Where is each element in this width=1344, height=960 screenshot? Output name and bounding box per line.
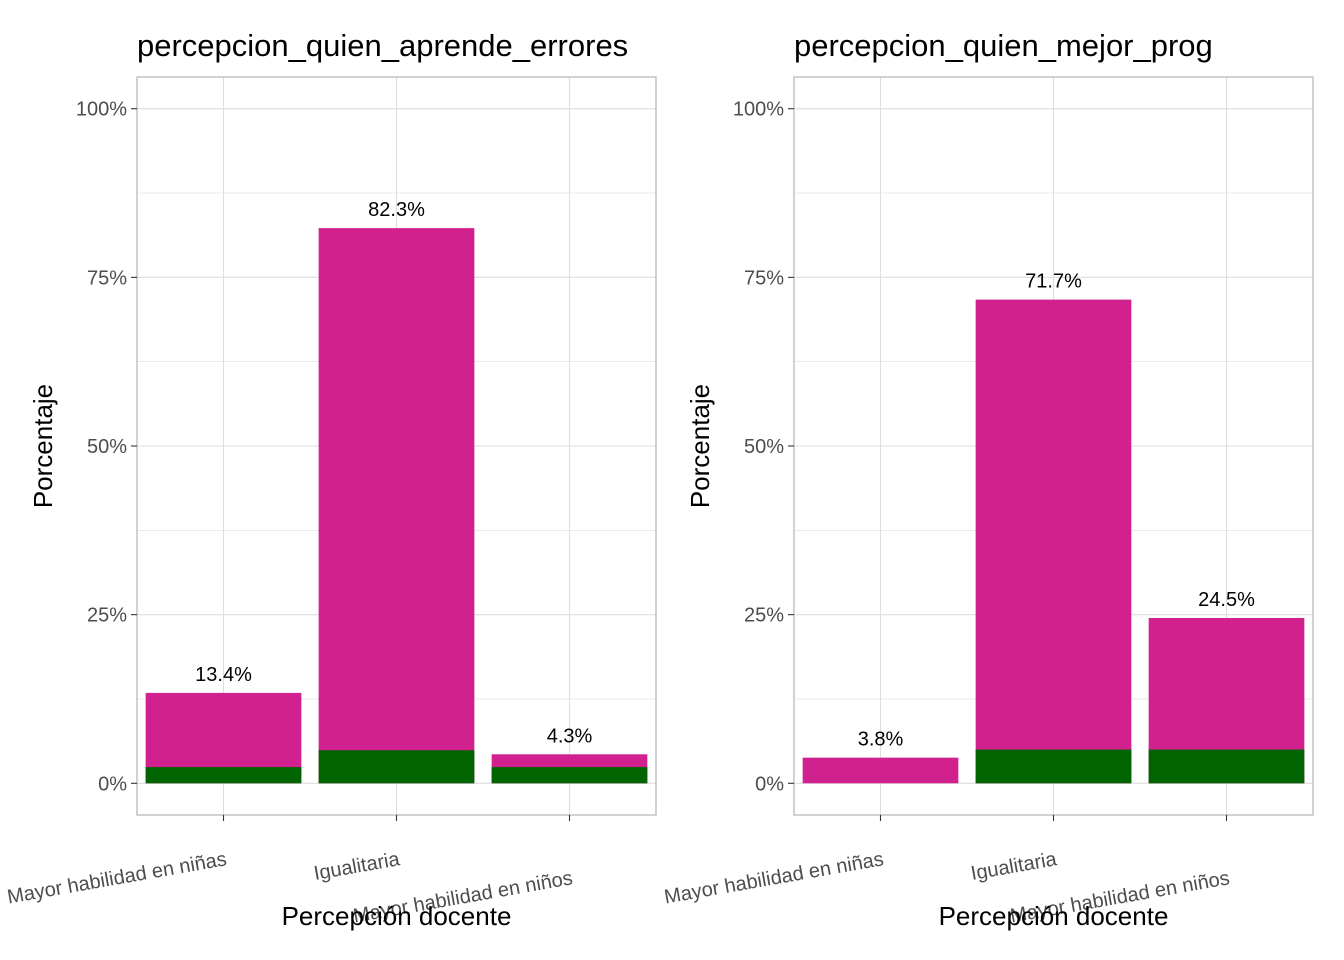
x-tick-label: Igualitaria <box>969 848 1059 885</box>
x-tick-label: Mayor habilidad en niñas <box>6 848 229 908</box>
y-tick-label: 50% <box>744 436 784 458</box>
chart-panel-2: 3.8% 71.7% 24.5% 0% 25% 50% 75% 100% Mayor habil… <box>663 28 1314 931</box>
y-tick-label: 25% <box>87 605 127 627</box>
data-label-2: 82.3% <box>368 199 425 221</box>
data-label-2: 71.7% <box>1025 271 1082 293</box>
y-tick-label: 75% <box>744 267 784 289</box>
y-axis-label: Porcentaje <box>28 384 58 508</box>
y-tick-label: 100% <box>76 99 127 121</box>
data-label-1: 13.4% <box>195 664 252 686</box>
bar-2 <box>975 299 1132 784</box>
y-tick-label: 100% <box>733 99 784 121</box>
bar-inner-3 <box>491 767 648 784</box>
y-tick-label: 25% <box>744 605 784 627</box>
bar-1 <box>802 757 959 784</box>
data-label-1: 3.8% <box>858 729 904 751</box>
data-label-3: 24.5% <box>1198 589 1255 611</box>
y-tick-label: 50% <box>87 436 127 458</box>
chart-title: percepcion_quien_aprende_errores <box>137 28 628 63</box>
bar-inner-2 <box>975 749 1132 784</box>
x-tick-label: Mayor habilidad en niñas <box>663 848 886 908</box>
bar-inner-1 <box>145 767 302 784</box>
data-label-3: 4.3% <box>547 725 593 747</box>
y-tick-label: 0% <box>98 773 127 795</box>
bar-inner-2 <box>318 750 475 784</box>
x-axis-label: Percepción docente <box>939 901 1169 931</box>
bar-inner-3 <box>1148 749 1305 784</box>
chart-title: percepcion_quien_mejor_prog <box>794 28 1213 63</box>
y-tick-label: 75% <box>87 267 127 289</box>
y-axis-label: Porcentaje <box>685 384 715 508</box>
y-tick-label: 0% <box>755 773 784 795</box>
bar-2 <box>318 228 475 784</box>
chart-panel-1: 13.4% 82.3% 4.3% 0% 25% 50% 75% 100% Mayor habil… <box>6 28 657 931</box>
x-tick-label: Igualitaria <box>312 848 402 885</box>
x-axis-label: Percepción docente <box>282 901 512 931</box>
